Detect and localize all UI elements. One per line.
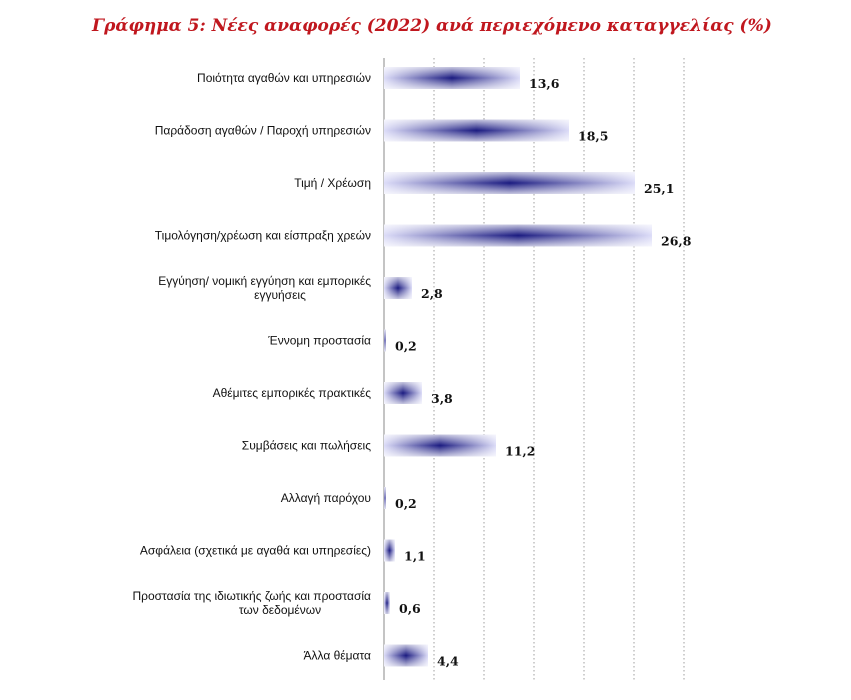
bar-sheen — [384, 277, 412, 299]
bar-sheen — [384, 592, 390, 614]
value-label: 0,2 — [395, 496, 417, 511]
category-labels: Ποιότητα αγαθών και υπηρεσιών Παράδοση αγ… — [132, 71, 371, 663]
category-label: Ποιότητα αγαθών και υπηρεσιών — [197, 71, 371, 85]
gridlines — [383, 58, 685, 680]
bar-sheen — [384, 329, 386, 352]
value-label: 26,8 — [661, 234, 692, 249]
value-label: 18,5 — [578, 129, 608, 144]
value-label: 0,2 — [395, 339, 417, 354]
bar-sheen — [384, 487, 386, 509]
bar-sheen — [384, 382, 422, 404]
bar-sheen — [384, 119, 569, 142]
value-label: 1,1 — [404, 549, 426, 564]
category-label: Αθέμιτες εμπορικές πρακτικές — [213, 386, 372, 400]
category-label: Συμβάσεις και πωλήσεις — [242, 439, 371, 453]
category-label: Άλλα θέματα — [304, 649, 372, 663]
category-label: Τιμολόγηση/χρέωση και είσπραξη χρεών — [155, 229, 371, 243]
value-label: 2,8 — [421, 286, 443, 301]
category-label: Έννομη προστασία — [267, 334, 371, 348]
value-label: 4,4 — [437, 654, 459, 669]
bar-sheen — [384, 644, 428, 667]
bar-sheen — [384, 224, 652, 247]
value-label: 3,8 — [431, 391, 453, 406]
chart-title: Γράφημα 5: Νέες αναφορές (2022) ανά περι… — [92, 16, 772, 36]
bar-sheen — [384, 539, 395, 562]
value-labels: 13,6 18,5 25,1 26,8 2,8 0,2 3,8 11,2 0,2 1,1 0,6 4,… — [395, 76, 692, 669]
category-label: Αλλαγή παρόχου — [281, 491, 371, 505]
bar-sheen — [384, 172, 635, 194]
category-label: Ασφάλεια (σχετικά με αγαθά και υπηρεσίες… — [140, 544, 371, 558]
category-label: Εγγύηση/ νομική εγγύηση και εμπορικές εγγ… — [158, 274, 371, 302]
value-label: 11,2 — [505, 444, 535, 459]
value-label: 13,6 — [529, 76, 560, 91]
bars — [384, 67, 652, 667]
category-label: Παράδοση αγαθών / Παροχή υπηρεσιών — [155, 124, 371, 138]
bar-sheen — [384, 434, 496, 457]
bar-sheen — [384, 67, 520, 89]
category-label: Τιμή / Χρέωση — [294, 176, 371, 190]
value-label: 0,6 — [399, 601, 421, 616]
category-label: Προστασία της ιδιωτικής ζωής και προστασ… — [132, 589, 371, 617]
value-label: 25,1 — [644, 181, 674, 196]
